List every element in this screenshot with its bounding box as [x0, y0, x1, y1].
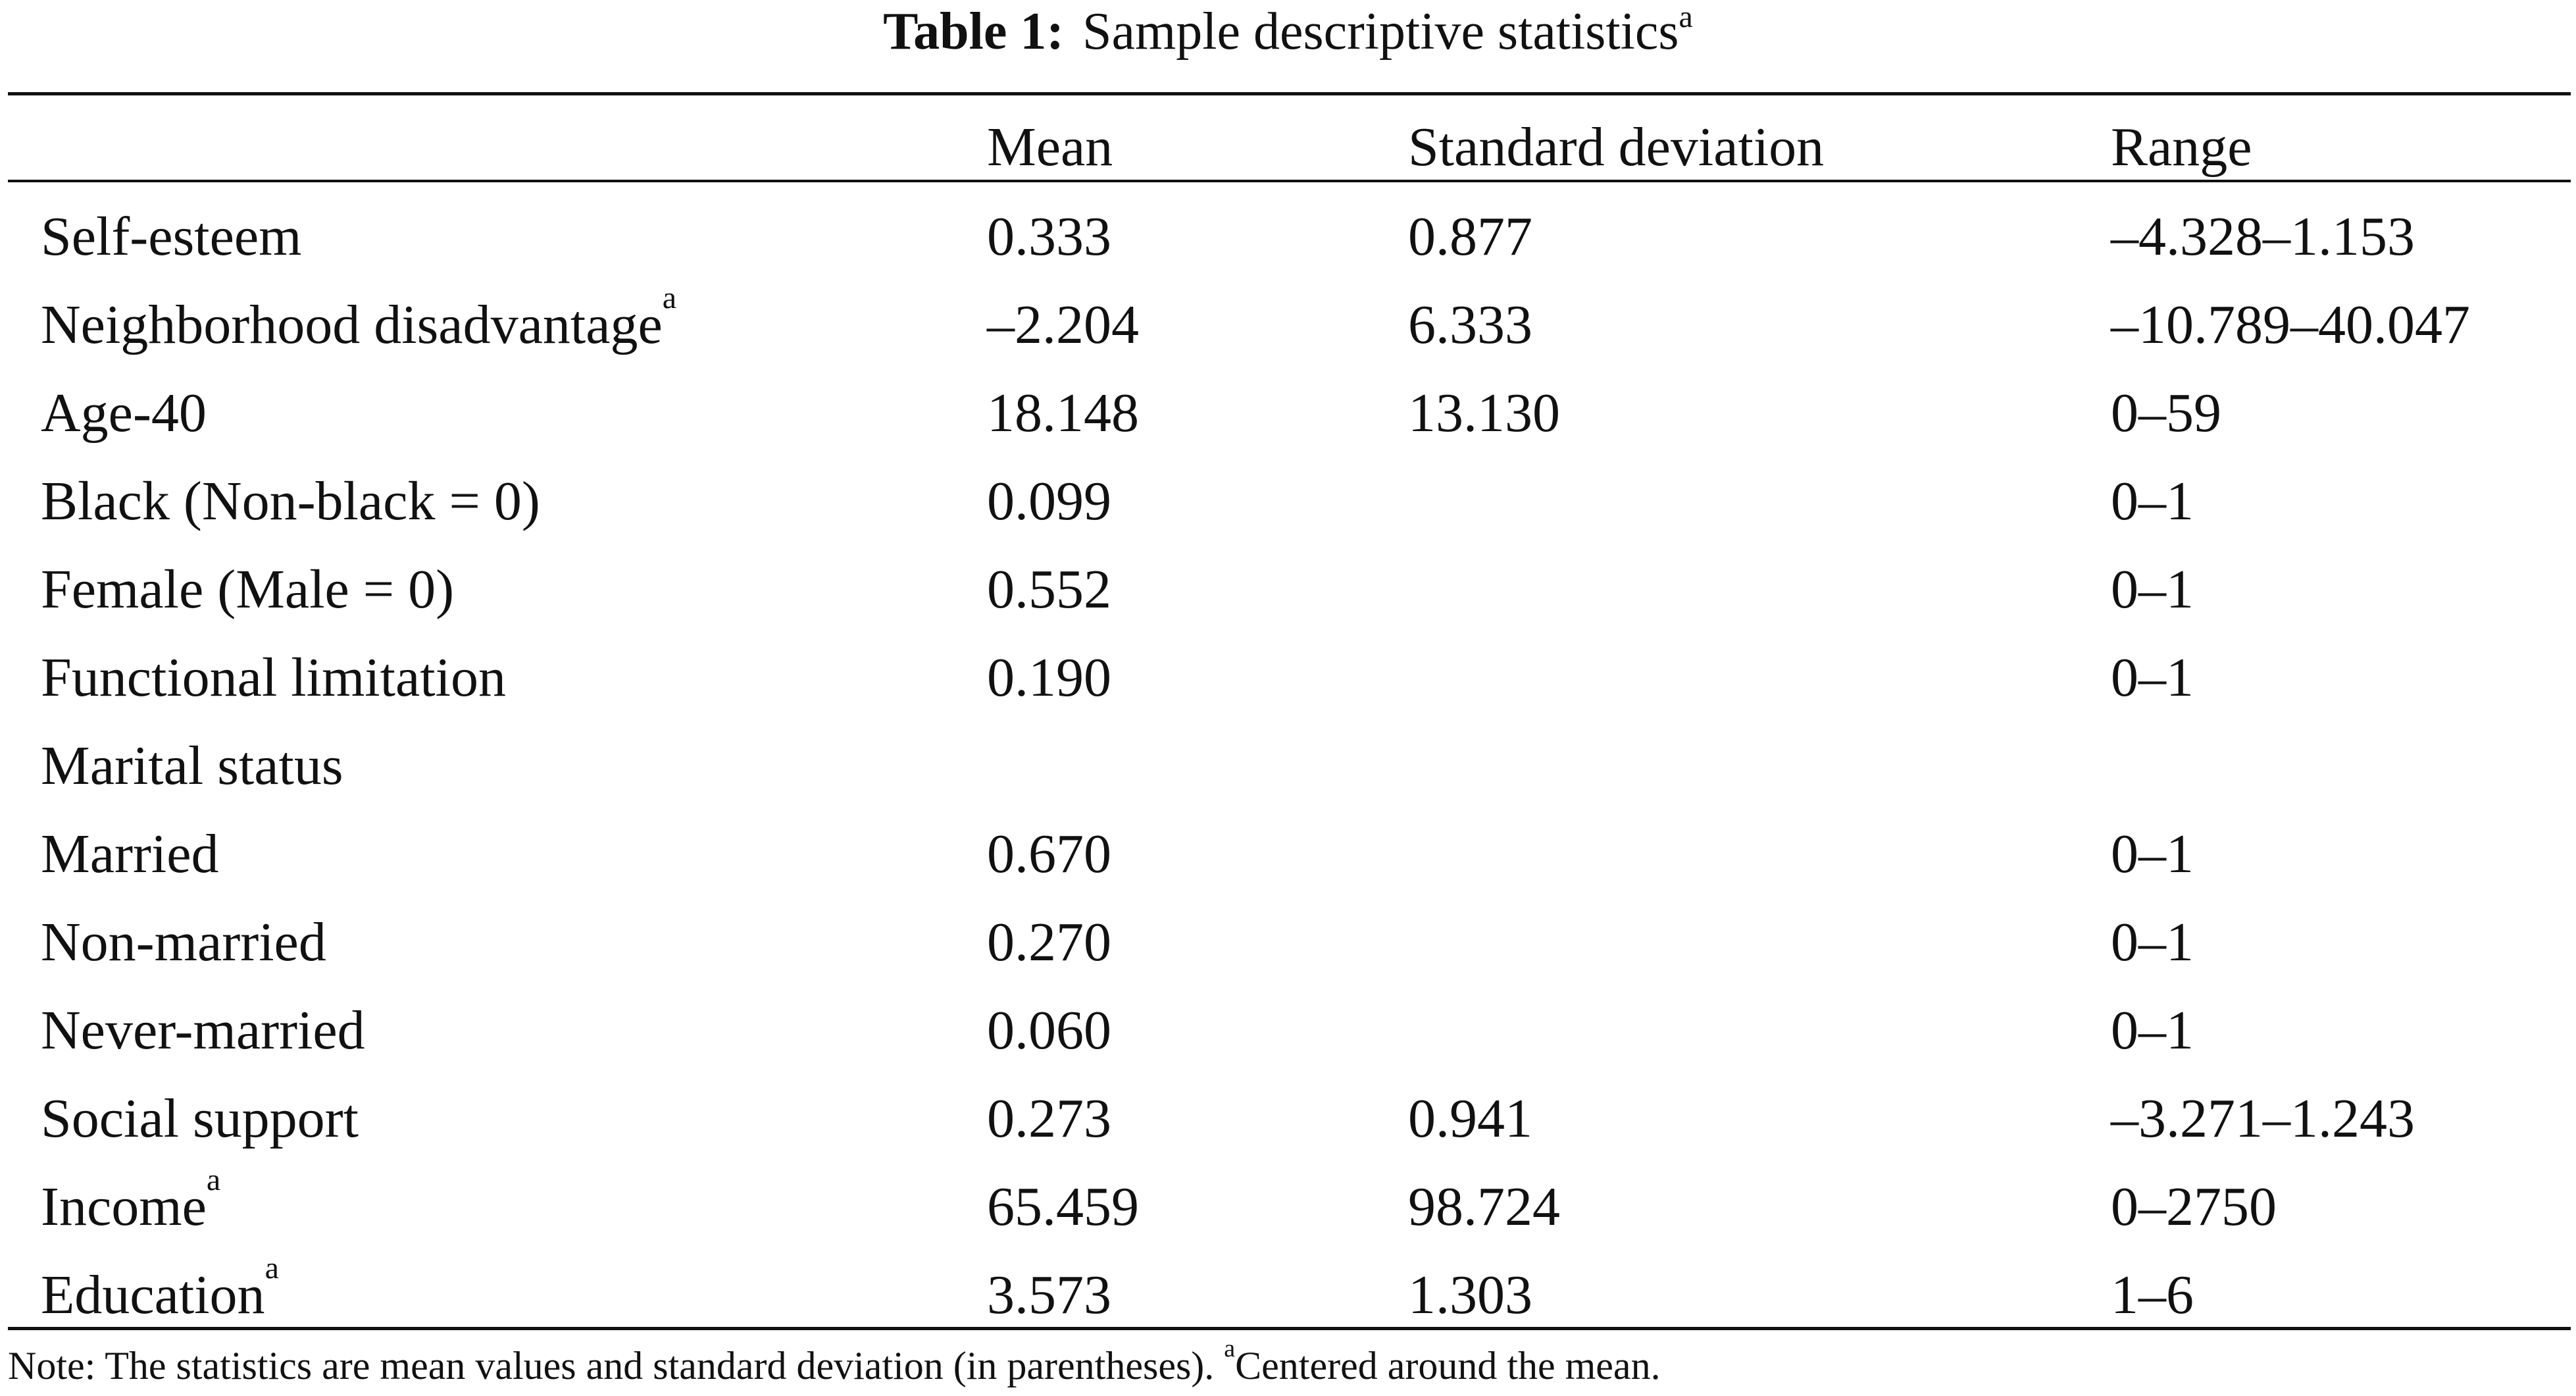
table-row: Black (Non-black = 0) 0.099 0–1	[0, 457, 2576, 546]
table-title: Sample descriptive statistics	[1082, 3, 1679, 61]
mean-value: 0.552	[987, 559, 1111, 620]
bottom-rule	[8, 1327, 2571, 1330]
table-row: Neighborhood disadvantagea –2.204 6.333 –10…	[0, 281, 2576, 369]
range-value: 0–1	[2111, 647, 2194, 708]
row-label: Functional limitation	[41, 634, 506, 722]
range-value: 0–1	[2111, 471, 2194, 532]
mean-value: 0.273	[987, 1088, 1111, 1149]
table-row: Married 0.670 0–1	[0, 810, 2576, 898]
range-value: 1–6	[2111, 1264, 2194, 1326]
row-label: Non-married	[41, 898, 326, 987]
row-label-text: Non-married	[41, 912, 326, 973]
row-label: Female (Male = 0)	[41, 546, 454, 634]
row-label-text: Marital status	[41, 735, 343, 796]
sd-value: 0.941	[1408, 1088, 1532, 1149]
row-label-text: Age-40	[41, 382, 207, 444]
table-row: Self-esteem 0.333 0.877 –4.328–1.153	[0, 193, 2576, 281]
row-label-text: Never-married	[41, 1000, 365, 1061]
header-mean: Mean	[987, 116, 1113, 178]
row-label-footnote-marker: a	[206, 1162, 221, 1197]
sd-value: 6.333	[1408, 294, 1532, 355]
row-label-footnote-marker: a	[265, 1251, 279, 1285]
row-label-text: Social support	[41, 1088, 359, 1149]
note-footnote-marker: a	[1224, 1335, 1236, 1362]
row-label: Educationa	[41, 1251, 279, 1339]
row-label-text: Neighborhood disadvantage	[41, 294, 663, 355]
table-row: Educationa 3.573 1.303 1–6	[0, 1251, 2576, 1339]
row-label-text: Black (Non-black = 0)	[41, 471, 540, 532]
row-label: Married	[41, 810, 219, 898]
mean-value: 18.148	[987, 382, 1139, 444]
range-value: 0–59	[2111, 382, 2221, 444]
row-label-footnote-marker: a	[662, 280, 677, 315]
note-footnote-text: Centered around the mean.	[1235, 1344, 1661, 1387]
row-label: Marital status	[41, 722, 343, 810]
range-value: –3.271–1.243	[2111, 1088, 2415, 1149]
sd-value: 98.724	[1408, 1176, 1560, 1237]
header-rule	[8, 180, 2571, 182]
mean-value: 0.190	[987, 647, 1111, 708]
row-label: Self-esteem	[41, 193, 302, 281]
row-label: Social support	[41, 1075, 359, 1163]
table-row: Functional limitation 0.190 0–1	[0, 634, 2576, 722]
mean-value: –2.204	[987, 294, 1139, 355]
row-label-text: Female (Male = 0)	[41, 559, 455, 620]
table-row: Marital status	[0, 722, 2576, 810]
row-label: Age-40	[41, 369, 207, 457]
row-label: Neighborhood disadvantagea	[41, 281, 676, 369]
range-value: 0–1	[2111, 912, 2194, 973]
table-row: Non-married 0.270 0–1	[0, 898, 2576, 987]
mean-value: 0.670	[987, 823, 1111, 885]
mean-value: 0.270	[987, 912, 1111, 973]
mean-value: 0.099	[987, 471, 1111, 532]
range-value: 0–1	[2111, 1000, 2194, 1061]
row-label: Never-married	[41, 987, 365, 1075]
row-label-text: Education	[41, 1264, 265, 1326]
row-label-text: Self-esteem	[41, 206, 302, 267]
table-row: Never-married 0.060 0–1	[0, 987, 2576, 1075]
title-footnote-marker: a	[1679, 0, 1693, 34]
range-value: 0–1	[2111, 559, 2194, 620]
top-rule	[8, 92, 2571, 95]
note-text: Note: The statistics are mean values and…	[8, 1344, 1225, 1387]
range-value: 0–1	[2111, 823, 2194, 885]
sd-value: 13.130	[1408, 382, 1560, 444]
range-value: –10.789–40.047	[2111, 294, 2470, 355]
header-standard-deviation: Standard deviation	[1408, 116, 1825, 178]
table-row: Female (Male = 0) 0.552 0–1	[0, 546, 2576, 634]
sd-value: 0.877	[1408, 206, 1532, 267]
table-note: Note: The statistics are mean values and…	[8, 1336, 2567, 1395]
row-label-text: Functional limitation	[41, 647, 506, 708]
range-value: 0–2750	[2111, 1176, 2277, 1237]
mean-value: 0.333	[987, 206, 1111, 267]
table-caption: Table 1: Sample descriptive statisticsa	[0, 0, 2576, 79]
table-row: Incomea 65.459 98.724 0–2750	[0, 1163, 2576, 1251]
mean-value: 65.459	[987, 1176, 1139, 1237]
header-range: Range	[2111, 116, 2252, 178]
table-row: Age-40 18.148 13.130 0–59	[0, 369, 2576, 457]
row-label-text: Married	[41, 823, 219, 885]
row-label-text: Income	[41, 1176, 207, 1237]
range-value: –4.328–1.153	[2111, 206, 2415, 267]
mean-value: 0.060	[987, 1000, 1111, 1061]
table-header-row: Mean Standard deviation Range	[0, 103, 2576, 192]
table-number: Table 1:	[883, 3, 1065, 61]
row-label: Incomea	[41, 1163, 220, 1251]
mean-value: 3.573	[987, 1264, 1111, 1326]
row-label: Black (Non-black = 0)	[41, 457, 540, 546]
table-row: Social support 0.273 0.941 –3.271–1.243	[0, 1075, 2576, 1163]
sd-value: 1.303	[1408, 1264, 1532, 1326]
